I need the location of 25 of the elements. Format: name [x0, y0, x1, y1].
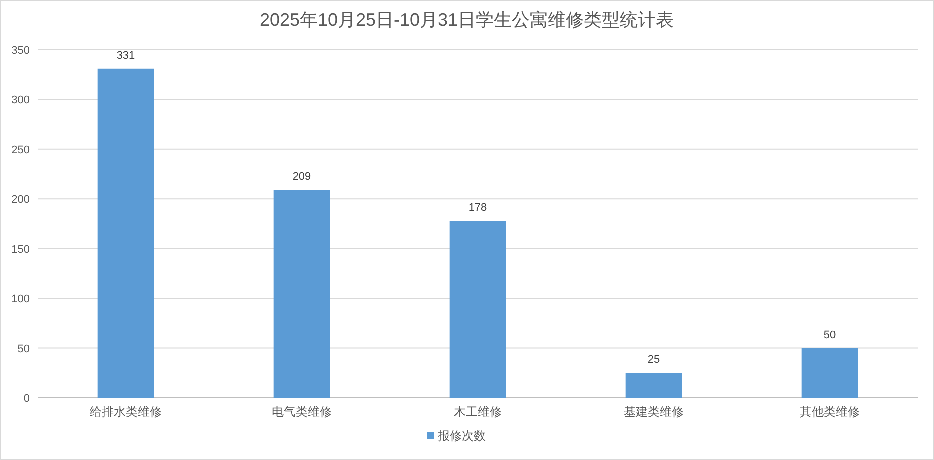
y-tick-label: 100: [12, 294, 30, 306]
bar: [626, 373, 682, 398]
y-tick-label: 250: [12, 144, 30, 156]
x-tick-label: 基建类维修: [624, 405, 684, 419]
legend-label: 报修次数: [437, 429, 486, 443]
y-tick-label: 350: [12, 45, 30, 57]
bar: [274, 190, 330, 398]
data-label: 50: [824, 329, 836, 342]
y-tick-label: 50: [18, 343, 30, 356]
x-tick-label: 电气类维修: [272, 405, 332, 419]
bar: [98, 68, 154, 398]
x-tick-label: 木工维修: [454, 405, 502, 419]
data-label: 331: [116, 50, 136, 62]
data-label: 209: [292, 171, 312, 184]
x-tick-label: 给排水类维修: [90, 405, 162, 419]
data-label: 178: [468, 202, 488, 214]
x-tick-label: 其他类维修: [800, 405, 860, 419]
y-tick-label: 150: [12, 244, 30, 256]
y-tick-label: 200: [12, 194, 30, 206]
bar: [802, 348, 858, 398]
y-tick-label: 300: [12, 94, 30, 107]
data-label: 25: [648, 354, 660, 366]
chart-title: 2025年10月25日-10月31日学生公寓维修类型统计表: [260, 10, 674, 30]
y-tick-label: 0: [24, 393, 30, 405]
bar: [450, 221, 506, 398]
